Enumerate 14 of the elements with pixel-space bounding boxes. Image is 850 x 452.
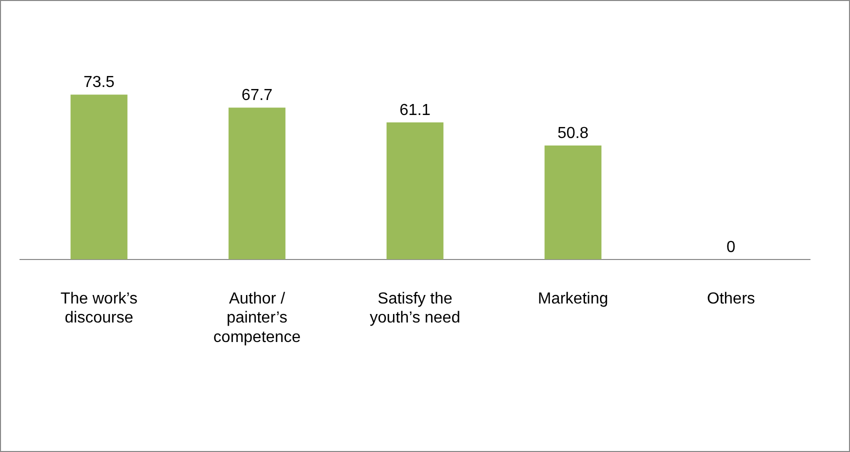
data-label: 50.8 [557,124,589,142]
data-label: 0 [726,238,736,256]
x-tick-label: The work’s discourse [60,290,138,327]
bar [228,108,286,260]
data-label: 67.7 [241,86,273,104]
bar [544,145,602,260]
x-tick-label: Author / painter’s competence [213,290,301,346]
x-tick-label: Others [706,290,756,308]
x-tick-label: Marketing [538,290,608,308]
x-tick-label: Satisfy the youth’s need [370,290,460,327]
data-label: 61.1 [399,102,431,119]
bar [70,94,128,260]
data-label: 73.5 [83,74,115,91]
bar [386,122,444,260]
